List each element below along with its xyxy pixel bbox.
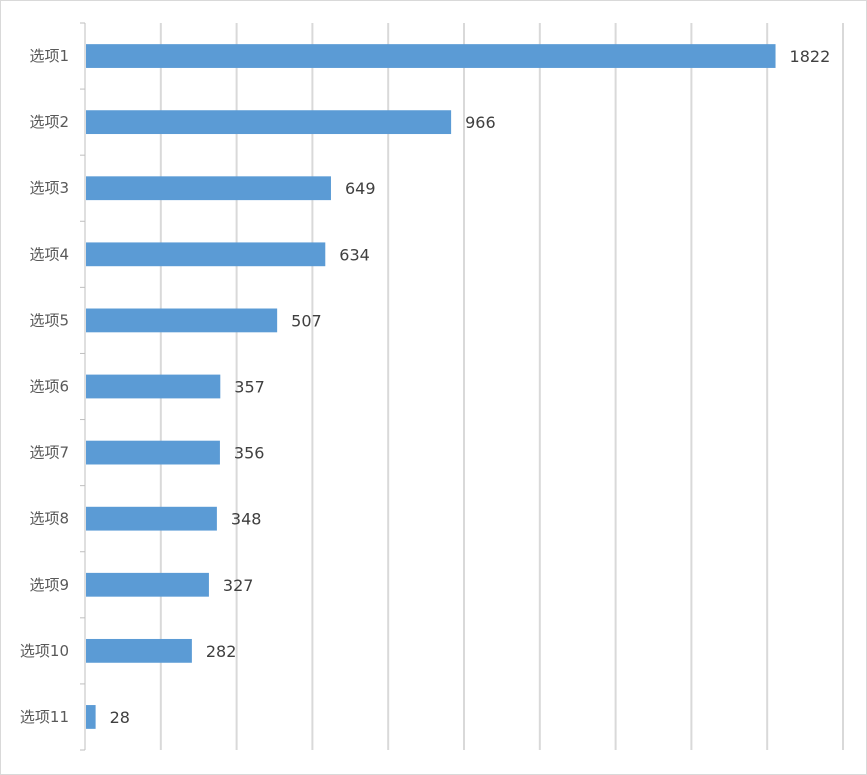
category-label: 选项5 <box>29 311 69 329</box>
bar-4 <box>86 242 326 267</box>
data-label: 356 <box>234 444 265 463</box>
data-label: 28 <box>110 708 130 727</box>
data-label: 507 <box>291 311 322 330</box>
category-label: 选项3 <box>29 179 69 197</box>
data-label: 348 <box>231 510 262 529</box>
data-label: 282 <box>206 642 237 661</box>
category-label: 选项9 <box>29 576 69 594</box>
category-label: 选项11 <box>20 708 69 726</box>
category-label: 选项6 <box>29 378 69 396</box>
bar-9 <box>86 572 209 597</box>
bar-3 <box>86 176 331 201</box>
data-label: 357 <box>234 378 265 397</box>
category-axis <box>80 22 86 751</box>
bars <box>86 44 776 729</box>
bar-10 <box>86 638 192 663</box>
category-label: 选项2 <box>29 113 69 131</box>
data-label: 327 <box>223 576 254 595</box>
labels: 选项1 1822 选项2 966 选项3 649 选项4 634 选项5 507 选项6 357 选项7… <box>20 47 830 727</box>
bar-1 <box>86 44 776 68</box>
category-label: 选项4 <box>29 245 69 263</box>
bar-6 <box>86 374 221 399</box>
data-label: 634 <box>339 245 370 264</box>
bar-2 <box>86 110 452 135</box>
category-label: 选项7 <box>29 444 69 462</box>
category-label: 选项8 <box>29 510 69 528</box>
category-label: 选项1 <box>29 47 69 65</box>
data-label: 1822 <box>790 47 831 66</box>
bar-5 <box>86 308 278 333</box>
category-label: 选项10 <box>20 642 69 660</box>
bar-8 <box>86 506 217 531</box>
bar-11 <box>86 705 96 729</box>
gridlines <box>159 23 844 750</box>
data-label: 649 <box>345 179 376 198</box>
data-label: 966 <box>465 113 496 132</box>
bar-7 <box>86 440 220 465</box>
